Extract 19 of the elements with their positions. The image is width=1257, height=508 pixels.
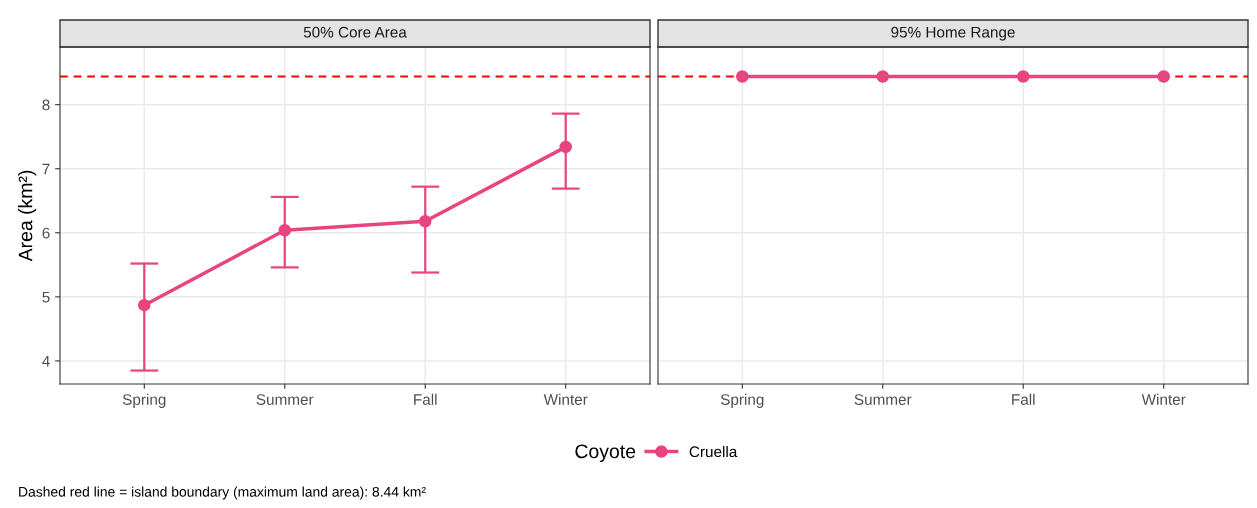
x-tick-label: Summer (256, 394, 314, 405)
x-tick-label: Fall (1012, 393, 1035, 405)
y-axis-title: Area (km²) (18, 170, 37, 262)
x-tick-label: Winter (543, 393, 588, 405)
y-tick-label: 4 (42, 355, 50, 367)
legend-title: Coyote (575, 444, 636, 463)
x-tick-label: Spring (122, 393, 166, 408)
y-tick-label: 6 (42, 227, 50, 239)
x-tick-label: Winter (1141, 393, 1186, 405)
chart-title: 50% Core Area (303, 26, 407, 38)
x-tick-label: Fall (414, 393, 437, 405)
x-tick-label: Summer (854, 394, 912, 405)
x-tick-label: Spring (720, 393, 764, 408)
chart-title: 95% Home Range (891, 26, 1015, 41)
y-tick-label: 5 (42, 291, 50, 303)
legend-label: Cruella (689, 445, 738, 458)
y-tick-label: 8 (42, 99, 50, 111)
y-tick-label: 7 (42, 163, 50, 175)
text: Dashed red line = island boundary (maximum land area): 8.44 km² (19, 486, 426, 500)
